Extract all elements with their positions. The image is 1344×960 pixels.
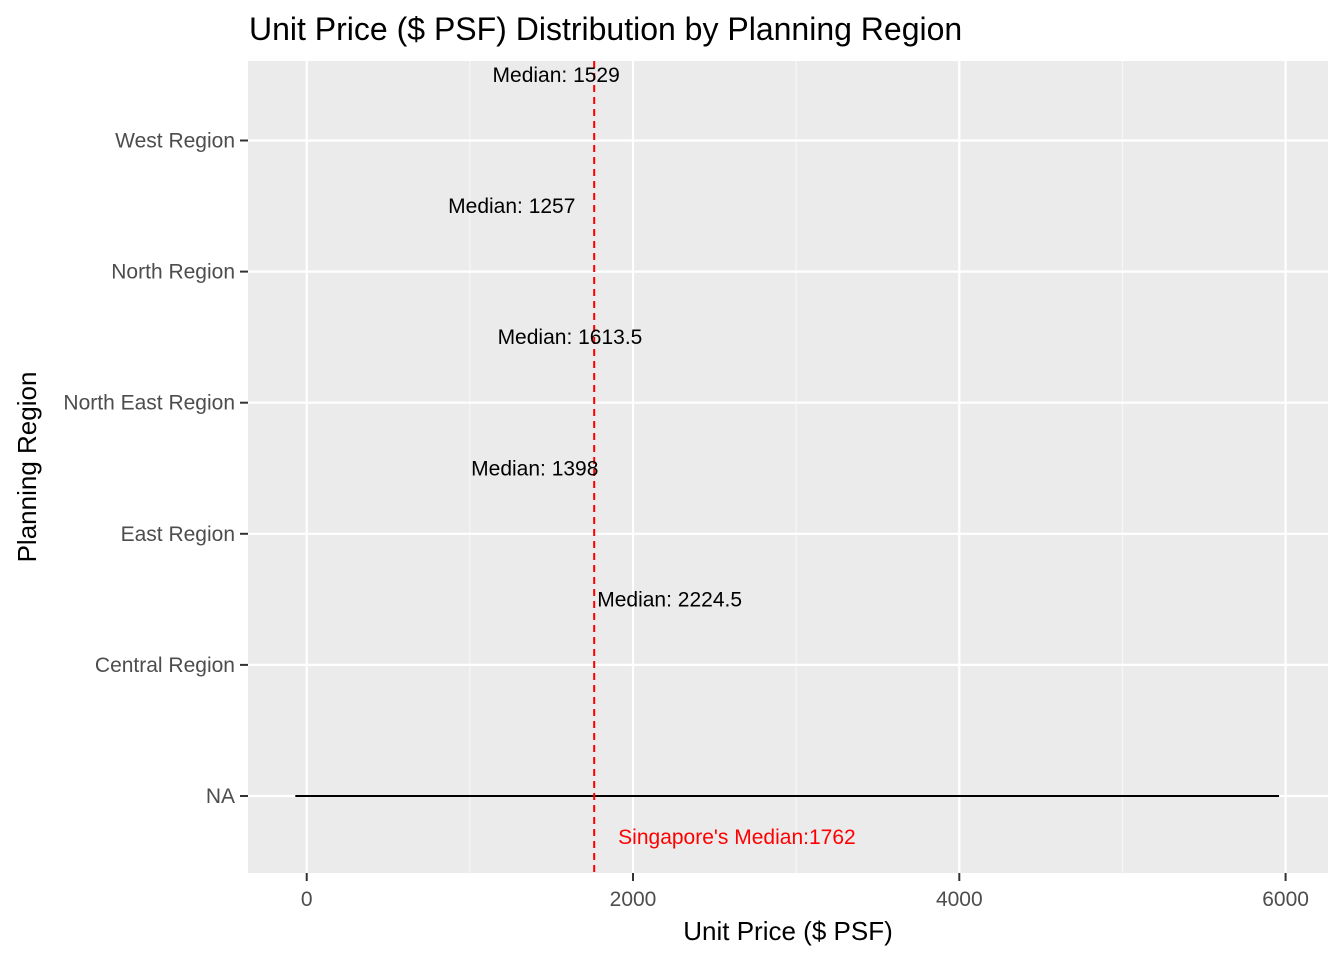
median-label-north-region: Median: 1257 [448,195,575,218]
axes: NA Central Region East Region North East Re… [63,130,1309,912]
chart-marks: Singapore's Median:1762 Median: 1529 Media… [295,61,1280,873]
median-label-west-region: Median: 1529 [493,64,620,87]
x-tick-label: 0 [301,888,313,911]
minor-gridlines [469,61,1124,873]
chart-title: Unit Price ($ PSF) Distribution by Plann… [249,11,962,47]
median-label-east-region: Median: 1398 [471,457,598,480]
x-tick-label: 4000 [936,888,983,911]
x-tick-label: 6000 [1262,888,1309,911]
reference-line-label: Singapore's Median:1762 [618,826,856,849]
y-tick-label: North Region [111,261,235,284]
x-axis-title: Unit Price ($ PSF) [683,916,893,946]
y-tick-label: North East Region [63,392,235,415]
y-tick-label: NA [206,785,235,808]
major-gridlines [248,61,1328,873]
y-tick-label: Central Region [95,654,235,677]
median-label-central-region: Median: 2224.5 [597,588,742,611]
x-tick-label: 2000 [610,888,657,911]
median-label-north-east-region: Median: 1613.5 [498,326,643,349]
plot-panel [248,61,1328,873]
y-tick-label: West Region [115,130,235,153]
y-tick-label: East Region [121,523,235,546]
y-axis-title: Planning Region [12,372,42,563]
